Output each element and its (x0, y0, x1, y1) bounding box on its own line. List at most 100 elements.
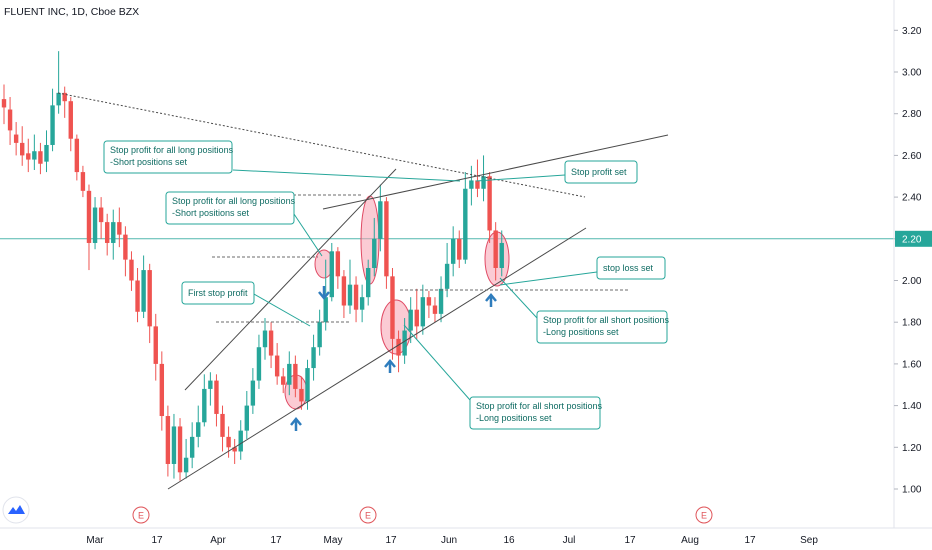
candle-body (159, 363, 165, 417)
candle-body (372, 238, 377, 268)
candle (20, 126, 25, 166)
earnings-marker (695, 506, 713, 524)
candle (481, 155, 486, 202)
candle (171, 413, 177, 479)
candle-body (220, 413, 225, 437)
candle-body (104, 222, 110, 243)
up-arrow-icon (384, 359, 396, 373)
candle-body (232, 447, 237, 452)
y-tick-label: 2.60 (902, 151, 922, 162)
candle-body (129, 259, 134, 281)
candle-body (196, 422, 201, 437)
x-tick-label: 17 (624, 535, 636, 546)
candle-body (396, 338, 401, 356)
earnings-label: E (701, 511, 707, 521)
candle (214, 374, 219, 427)
candle-body (469, 180, 474, 189)
last-price-label: 2.20 (895, 230, 932, 247)
candle-body (438, 288, 444, 314)
candle-body (32, 151, 37, 160)
y-tick-label: 2.40 (902, 193, 922, 204)
candle (56, 51, 61, 114)
candle (159, 351, 165, 431)
candle (372, 217, 377, 277)
candle (408, 297, 413, 344)
earnings-label: E (365, 511, 371, 521)
candle-body (1, 99, 7, 108)
chart-title: FLUENT INC, 1D, Cboe BZX (4, 6, 139, 18)
candle (196, 405, 201, 448)
tradingview-logo[interactable] (2, 496, 30, 524)
callout-pointer (499, 271, 598, 286)
candle (80, 165, 86, 198)
candle (244, 391, 249, 439)
candle-body (250, 380, 256, 406)
candle (238, 420, 243, 460)
x-tick-label: May (324, 535, 343, 546)
candle-body (74, 138, 80, 173)
callout-line1: Stop profit for all short positions (476, 401, 603, 411)
candle-body (366, 267, 371, 298)
candle (438, 276, 444, 323)
time-axis[interactable]: Mar 17 Apr 17 May 17 Jun 16 Jul 17 Aug 17 Sep (86, 535, 818, 546)
candle-body (20, 142, 25, 156)
dotted-resistance-line (57, 92, 586, 198)
callout-pointer (475, 174, 566, 182)
candle-body (50, 105, 55, 145)
candle (256, 334, 262, 389)
callout-box (181, 281, 255, 305)
candle-body (111, 222, 116, 243)
candle-body (262, 330, 268, 348)
candle-body (7, 109, 13, 131)
x-tick-label: 17 (385, 535, 397, 546)
lower-trend-line (167, 227, 587, 490)
candle (202, 374, 207, 427)
candle (347, 259, 353, 314)
earnings-marker (359, 506, 377, 524)
down-arrow-icon (318, 286, 330, 300)
candle (457, 230, 462, 268)
candle-body (86, 190, 92, 243)
up-arrow-icon (485, 293, 497, 307)
candle-body (274, 355, 280, 377)
candle (62, 86, 67, 118)
candle (141, 255, 146, 319)
arrow-head (384, 359, 396, 368)
candle (329, 242, 334, 302)
callout-line1: Stop profit set (571, 167, 627, 177)
candle-body (493, 230, 498, 268)
candle-body (408, 309, 413, 331)
candle-body (390, 276, 395, 339)
y-tick-label: 3.00 (902, 68, 922, 79)
callout-line1: stop loss set (603, 263, 654, 273)
candle (50, 88, 55, 152)
candle (104, 213, 110, 256)
price-axis[interactable]: 3.20 3.00 2.80 2.60 2.40 2.20 2.00 1.80 1.60 1.40… (894, 26, 922, 496)
candle-body (202, 388, 207, 423)
candle-body (238, 430, 243, 452)
y-tick-label: 1.80 (902, 318, 922, 329)
candle-body (293, 363, 298, 389)
candle (32, 134, 37, 170)
candle (38, 142, 43, 175)
candle-body (378, 201, 383, 239)
candle-body (153, 326, 158, 364)
x-tick-label: Mar (86, 535, 104, 546)
candle-body (208, 380, 213, 389)
annotation-callout: Stop profit for all long positions -Short… (165, 191, 323, 257)
callout-pointer (232, 169, 461, 182)
candle-body (13, 134, 19, 143)
candle-body (359, 297, 365, 310)
candle (189, 422, 195, 469)
callout-box (469, 396, 601, 430)
candle (366, 259, 371, 306)
candle (463, 172, 468, 264)
candle (117, 207, 122, 248)
candle (378, 184, 383, 252)
callout-pointer (403, 324, 471, 401)
x-tick-label: Jul (563, 535, 576, 546)
callout-pointer (293, 213, 323, 257)
candle-body (329, 251, 334, 298)
